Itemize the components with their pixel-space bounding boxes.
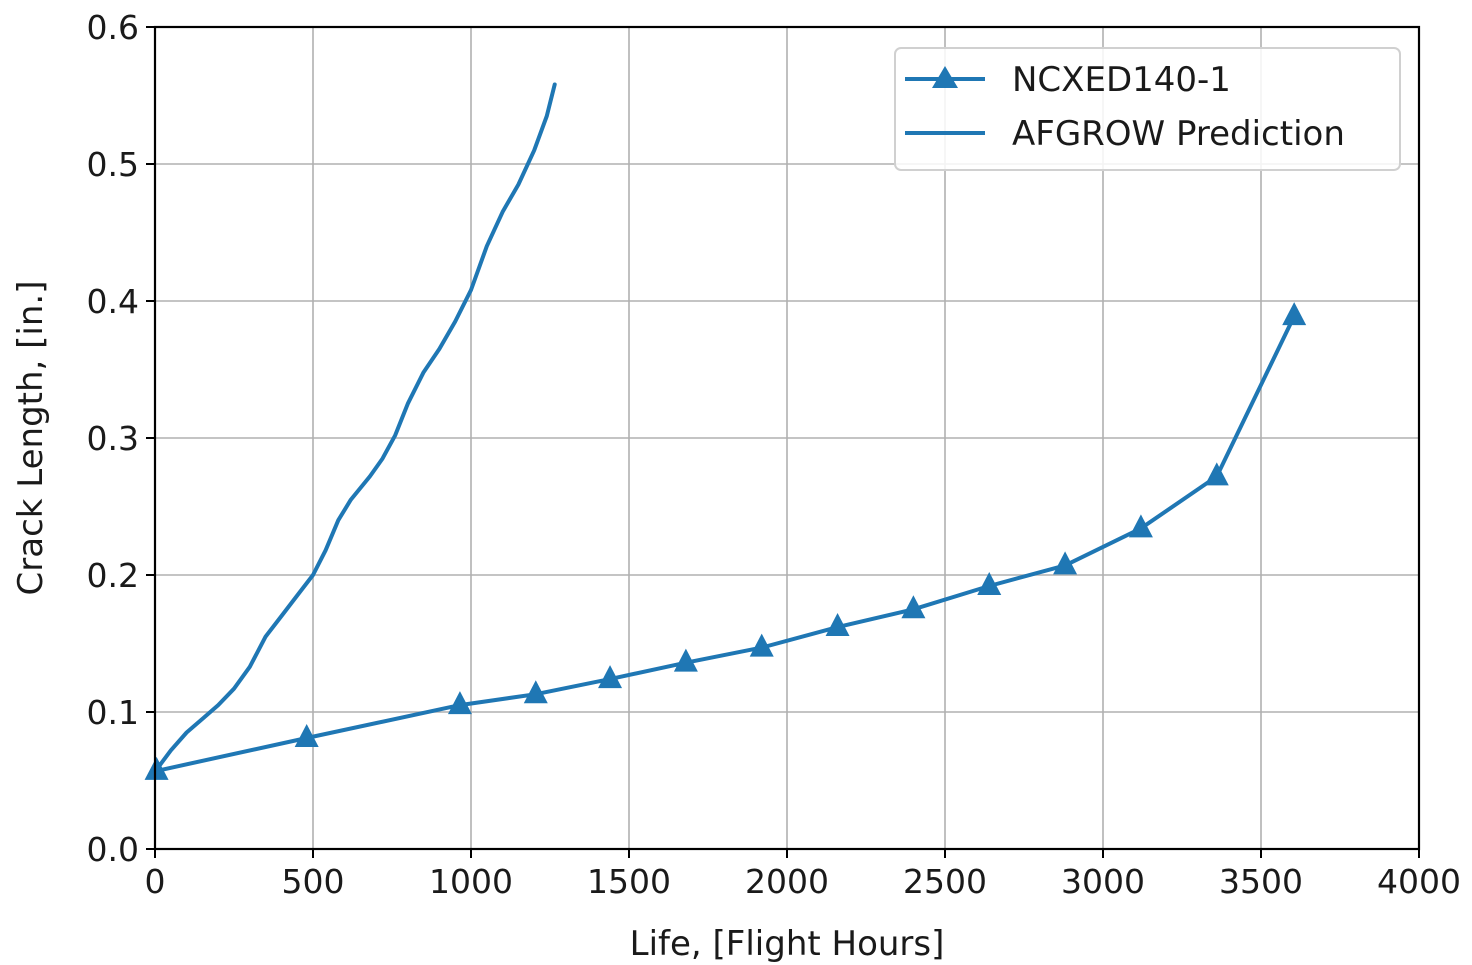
x-tick-label: 500 [282,862,345,901]
data-point-ncxed140-1 [1053,551,1078,575]
x-tick-label: 2500 [903,862,987,901]
series-line-afgrow-prediction [154,82,557,772]
series-layer [144,82,1307,780]
data-point-ncxed140-1 [1128,514,1153,538]
x-tick-label: 4000 [1377,862,1461,901]
y-axis-label: Crack Length, [in.] [11,281,51,596]
x-tick-label: 2000 [745,862,829,901]
data-point-ncxed140-1 [294,724,319,748]
data-point-ncxed140-1 [977,571,1002,595]
x-axis-label: Life, [Flight Hours] [630,924,945,964]
data-point-ncxed140-1 [901,595,926,619]
y-tick-label: 0.2 [87,556,139,595]
y-tick-label: 0.0 [87,830,139,869]
data-point-ncxed140-1 [447,691,472,715]
x-tick-label: 3000 [1061,862,1145,901]
y-tick-label: 0.3 [87,419,139,458]
data-point-ncxed140-1 [523,680,548,704]
x-tick-label: 0 [145,862,166,901]
series-line-ncxed140-1 [154,314,1297,773]
data-point-ncxed140-1 [749,633,774,657]
x-tick-label: 1500 [587,862,671,901]
axis-ticks: 0 500 1000 1500 2000 2500 3000 3500 4000 0.0 0.1 0.… [87,8,1461,901]
x-tick-label: 3500 [1219,862,1303,901]
data-point-ncxed140-1 [673,648,698,672]
legend-marker-triangle-icon [932,66,958,88]
x-tick-label: 1000 [429,862,513,901]
y-tick-label: 0.5 [87,145,139,184]
y-tick-label: 0.6 [87,8,139,47]
data-point-ncxed140-1 [1282,302,1307,326]
legend-label-afgrow-prediction: AFGROW Prediction [1012,114,1345,154]
data-point-ncxed140-1 [825,613,850,637]
legend-label-ncxed140-1: NCXED140-1 [1012,60,1231,100]
legend-box [894,47,1401,171]
data-point-ncxed140-1 [598,665,623,689]
legend: NCXED140-1 AFGROW Prediction [894,47,1401,171]
data-point-ncxed140-1 [1204,462,1229,486]
y-tick-label: 0.4 [87,282,139,321]
y-tick-label: 0.1 [87,693,139,732]
